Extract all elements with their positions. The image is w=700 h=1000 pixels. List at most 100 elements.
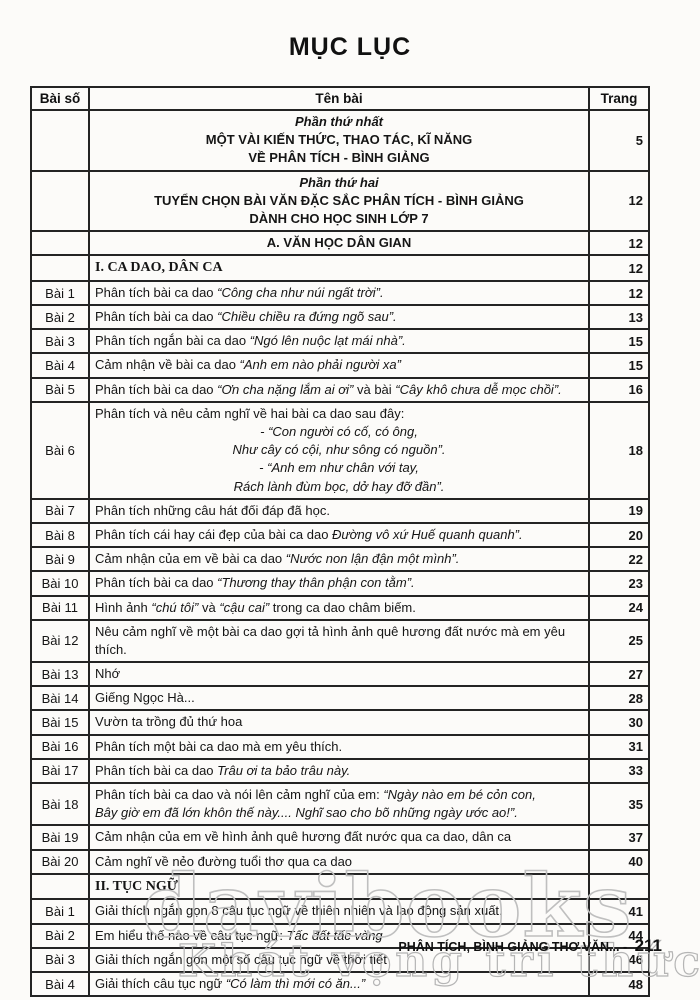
cell-bai-so: Bài 3 bbox=[30, 946, 90, 973]
cell-trang: 35 bbox=[588, 782, 650, 827]
cell-bai-so: Bài 2 bbox=[30, 922, 90, 949]
cell-bai-so: Bài 1 bbox=[30, 898, 90, 925]
table-row: Bài 2 Em hiểu thế nào về câu tục ngữ: Tấc… bbox=[30, 922, 650, 949]
cell-ten-bai: Giải thích ngắn gọn một số câu tục ngữ v… bbox=[88, 946, 590, 973]
cell-ten-bai: Phần thứ hai TUYỂN CHỌN BÀI VĂN ĐẶC SẮC P… bbox=[88, 169, 590, 233]
cell-bai-so: Bài 9 bbox=[30, 546, 90, 573]
table-row: Bài 15 Vườn ta trồng đủ thứ hoa 30 bbox=[30, 709, 650, 736]
cell-bai-so: Bài 15 bbox=[30, 709, 90, 736]
table-row: Bài 12 Nêu cảm nghĩ về một bài ca dao gợi… bbox=[30, 618, 650, 664]
cell-bai-so: Bài 10 bbox=[30, 570, 90, 597]
cell-trang: 33 bbox=[588, 757, 650, 785]
table-row: Bài 6 Phân tích và nêu cảm nghĩ về hai bà… bbox=[30, 400, 650, 500]
cell-bai-so: Bài 11 bbox=[30, 594, 90, 621]
cell-bai-so: Bài 14 bbox=[30, 685, 90, 712]
cell-bai-so: Bài 18 bbox=[30, 782, 90, 827]
cell-ten-bai: Cảm nhận về bài ca dao “Anh em nào phải … bbox=[88, 352, 590, 379]
cell-ten-bai: Phân tích ngắn bài ca dao “Ngó lên nuộc … bbox=[88, 328, 590, 355]
cell-ten-bai: Phân tích bài ca dao “Thương thay thân p… bbox=[88, 570, 590, 597]
cell-bai-so bbox=[30, 169, 90, 233]
toc-table: Bài số Tên bài Trang Phần thứ nhất MỘT VÀ… bbox=[30, 86, 650, 998]
cell-ten-bai: Phần thứ nhất MỘT VÀI KIẾN THỨC, THAO TÁC… bbox=[88, 109, 590, 172]
cell-trang bbox=[588, 872, 650, 901]
table-row: Bài 9 Cảm nhận của em về bài ca dao “Nước… bbox=[30, 546, 650, 573]
cell-bai-so: Bài 3 bbox=[30, 328, 90, 355]
cell-bai-so: Bài 5 bbox=[30, 376, 90, 403]
cell-ten-bai: Cảm nhận của em về bài ca dao “Nước non … bbox=[88, 546, 590, 573]
table-row: Bài 2 Phân tích bài ca dao “Chiều chiều r… bbox=[30, 304, 650, 331]
cell-bai-so: Bài 8 bbox=[30, 521, 90, 549]
cell-bai-so: Bài 20 bbox=[30, 848, 90, 875]
cell-ten-bai: Giải thích ngắn gọn 8 câu tục ngữ về thi… bbox=[88, 898, 590, 925]
cell-ten-bai: Cảm nghĩ về nẻo đường tuổi thơ qua ca da… bbox=[88, 848, 590, 875]
cell-trang: 41 bbox=[588, 898, 650, 925]
cell-bai-so bbox=[30, 230, 90, 257]
cell-bai-so bbox=[30, 872, 90, 901]
cell-trang: 30 bbox=[588, 709, 650, 736]
cell-bai-so bbox=[30, 254, 90, 282]
table-row: Bài 16 Phân tích một bài ca dao mà em yêu… bbox=[30, 733, 650, 760]
cell-ten-bai: Phân tích những câu hát đối đáp đã học. bbox=[88, 497, 590, 524]
cell-bai-so: Bài 16 bbox=[30, 733, 90, 760]
table-row: Phần thứ hai TUYỂN CHỌN BÀI VĂN ĐẶC SẮC P… bbox=[30, 169, 650, 233]
table-row: Bài 4 Giải thích câu tục ngữ “Có làm thì … bbox=[30, 970, 650, 998]
cell-trang: 22 bbox=[588, 546, 650, 573]
cell-trang: 40 bbox=[588, 848, 650, 875]
table-row: Bài 3 Phân tích ngắn bài ca dao “Ngó lên … bbox=[30, 328, 650, 355]
table-row: Bài 14 Giếng Ngọc Hà... 28 bbox=[30, 685, 650, 712]
cell-bai-so: Bài 17 bbox=[30, 757, 90, 785]
header-bai-so: Bài số bbox=[30, 86, 90, 111]
table-row: Bài 5 Phân tích bài ca dao “Ơn cha nặng l… bbox=[30, 376, 650, 403]
table-row: Bài 10 Phân tích bài ca dao “Thương thay … bbox=[30, 570, 650, 597]
cell-trang: 28 bbox=[588, 685, 650, 712]
cell-trang: 12 bbox=[588, 169, 650, 233]
table-row: Bài 11 Hình ảnh “chú tôi” và “cậu cai” tr… bbox=[30, 594, 650, 621]
cell-ten-bai: Cảm nhận của em về hình ảnh quê hương đấ… bbox=[88, 824, 590, 851]
cell-trang: 48 bbox=[588, 970, 650, 998]
cell-ten-bai: II. TỤC NGỮ bbox=[88, 872, 590, 901]
table-row: Bài 13 Nhớ 27 bbox=[30, 661, 650, 688]
cell-ten-bai: Nhớ bbox=[88, 661, 590, 688]
cell-bai-so: Bài 7 bbox=[30, 497, 90, 524]
cell-ten-bai: Phân tích cái hay cái đẹp của bài ca dao… bbox=[88, 521, 590, 549]
cell-ten-bai: Giải thích câu tục ngữ “Có làm thì mới c… bbox=[88, 970, 590, 998]
cell-trang: 5 bbox=[588, 109, 650, 172]
cell-ten-bai: Hình ảnh “chú tôi” và “cậu cai” trong ca… bbox=[88, 594, 590, 621]
table-row: II. TỤC NGỮ bbox=[30, 872, 650, 901]
cell-ten-bai: Vườn ta trồng đủ thứ hoa bbox=[88, 709, 590, 736]
cell-trang: 44 bbox=[588, 922, 650, 949]
cell-ten-bai: Phân tích và nêu cảm nghĩ về hai bài ca … bbox=[88, 400, 590, 500]
cell-trang: 15 bbox=[588, 328, 650, 355]
footer-page-number: 211 bbox=[634, 936, 662, 955]
table-row: Bài 8 Phân tích cái hay cái đẹp của bài c… bbox=[30, 521, 650, 549]
table-row: Bài 1 Phân tích bài ca dao “Công cha như … bbox=[30, 279, 650, 307]
cell-trang: 13 bbox=[588, 304, 650, 331]
cell-trang: 12 bbox=[588, 230, 650, 257]
table-row: Bài 17 Phân tích bài ca dao Trâu ơi ta bả… bbox=[30, 757, 650, 785]
cell-trang: 12 bbox=[588, 279, 650, 307]
cell-trang: 31 bbox=[588, 733, 650, 760]
table-header-row: Bài số Tên bài Trang bbox=[30, 86, 650, 111]
table-row: Bài 20 Cảm nghĩ về nẻo đường tuổi thơ qua… bbox=[30, 848, 650, 875]
cell-ten-bai: Phân tích bài ca dao Trâu ơi ta bảo trâu… bbox=[88, 757, 590, 785]
table-row: Bài 7 Phân tích những câu hát đối đáp đã … bbox=[30, 497, 650, 524]
cell-bai-so: Bài 1 bbox=[30, 279, 90, 307]
cell-ten-bai: Nêu cảm nghĩ về một bài ca dao gợi tả hì… bbox=[88, 618, 590, 664]
cell-trang: 18 bbox=[588, 400, 650, 500]
cell-bai-so: Bài 6 bbox=[30, 400, 90, 500]
table-row: Phần thứ nhất MỘT VÀI KIẾN THỨC, THAO TÁC… bbox=[30, 109, 650, 172]
cell-bai-so: Bài 13 bbox=[30, 661, 90, 688]
footer: PHÂN TÍCH, BÌNH GIẢNG THƠ VĂN... - 211 bbox=[398, 936, 662, 956]
cell-bai-so bbox=[30, 109, 90, 172]
table-row: Bài 1 Giải thích ngắn gọn 8 câu tục ngữ v… bbox=[30, 898, 650, 925]
cell-trang: 15 bbox=[588, 352, 650, 379]
cell-trang: 12 bbox=[588, 254, 650, 282]
table-row: I. CA DAO, DÂN CA 12 bbox=[30, 254, 650, 282]
cell-trang: 25 bbox=[588, 618, 650, 664]
cell-ten-bai: Phân tích một bài ca dao mà em yêu thích… bbox=[88, 733, 590, 760]
cell-ten-bai: Phân tích bài ca dao “Ơn cha nặng lắm ai… bbox=[88, 376, 590, 403]
header-trang: Trang bbox=[588, 86, 650, 111]
cell-bai-so: Bài 19 bbox=[30, 824, 90, 851]
cell-trang: 23 bbox=[588, 570, 650, 597]
